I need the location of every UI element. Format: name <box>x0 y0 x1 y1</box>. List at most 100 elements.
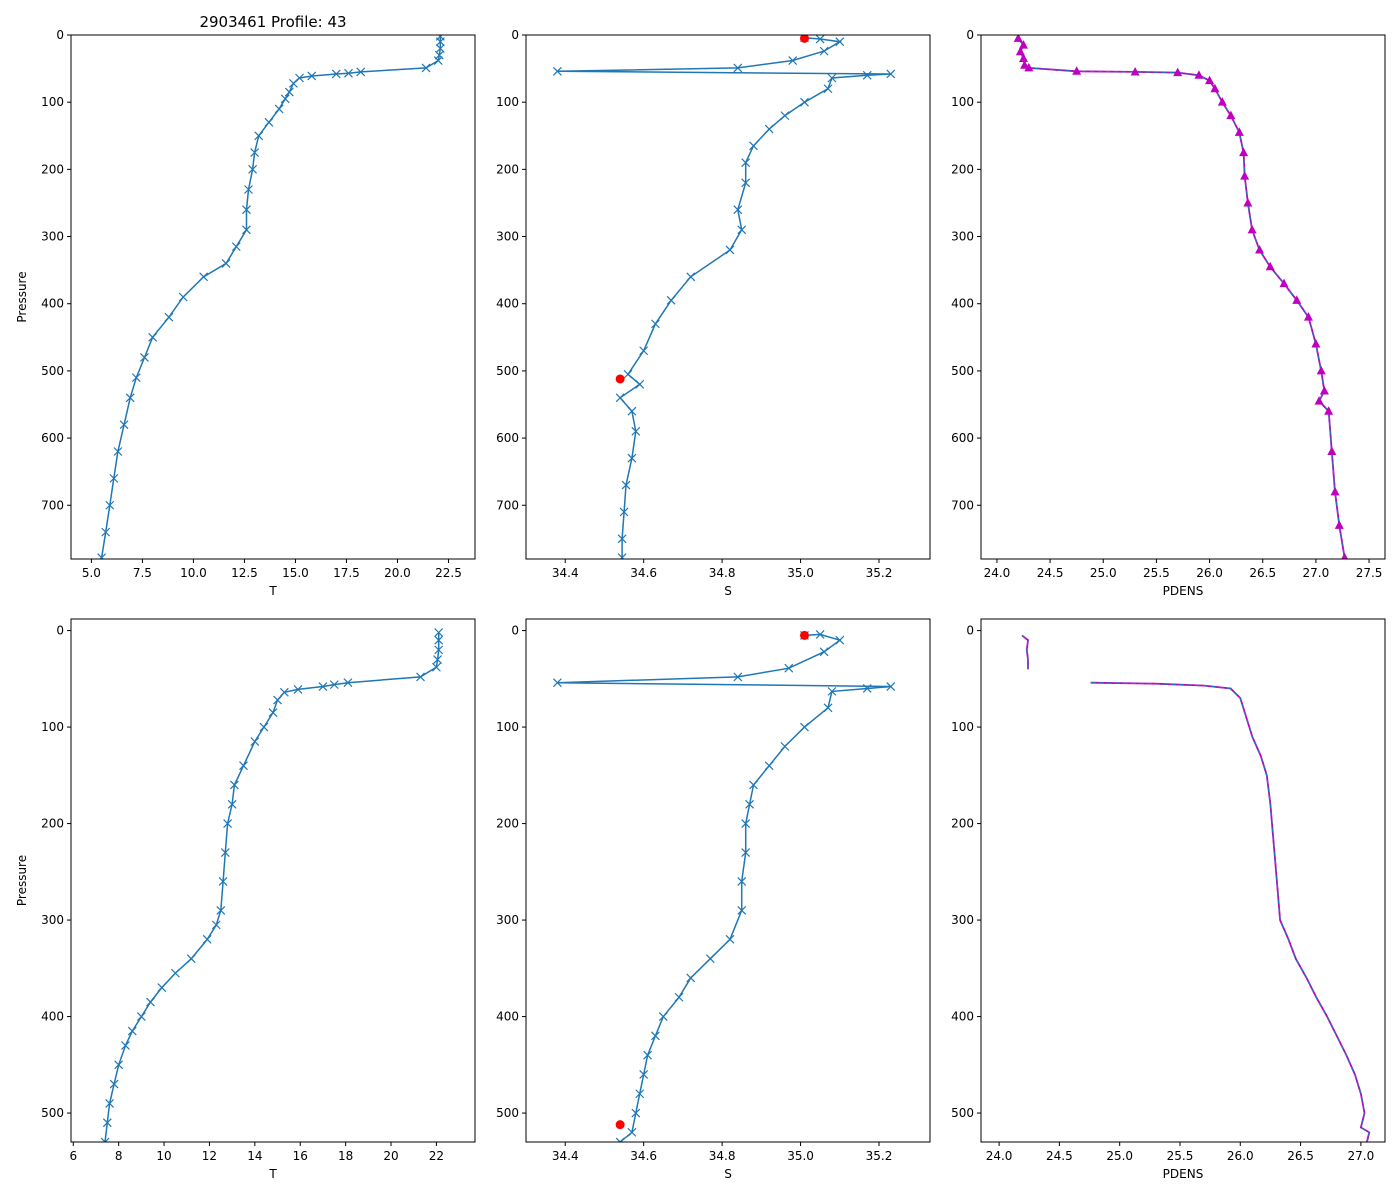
data-point <box>244 185 253 194</box>
y-tick-label: 300 <box>41 230 64 244</box>
y-tick-label: 300 <box>951 913 974 927</box>
data-point <box>1173 67 1183 77</box>
data-point <box>639 1070 649 1079</box>
data-point <box>1013 35 1023 42</box>
data-point <box>800 97 809 107</box>
data-point <box>307 71 317 81</box>
x-axis-label: T <box>268 1167 277 1181</box>
data-point <box>1334 520 1344 529</box>
data-point <box>318 682 328 691</box>
data-point <box>114 1060 124 1070</box>
x-tick-label: 27.0 <box>1303 566 1330 580</box>
data-point <box>784 663 794 673</box>
data-point <box>725 934 735 944</box>
data-point <box>745 799 754 809</box>
y-axis-label: Pressure <box>15 855 29 906</box>
y-tick-label: 200 <box>41 162 64 176</box>
data-point <box>643 1050 653 1060</box>
x-axis-label: T <box>268 584 277 598</box>
data-point <box>686 973 696 983</box>
x-tick-label: 5.0 <box>82 566 101 580</box>
y-tick-label: 200 <box>951 817 974 831</box>
data-point <box>621 480 631 490</box>
y-tick-label: 100 <box>41 95 64 109</box>
series-line-dashed <box>1090 682 1370 1142</box>
data-point <box>827 686 837 696</box>
data-point <box>136 1012 146 1021</box>
y-tick-label: 500 <box>496 1106 519 1120</box>
data-point <box>627 1127 637 1137</box>
data-point <box>343 678 353 688</box>
y-tick-label: 500 <box>951 364 974 378</box>
x-tick-label: 34.8 <box>709 566 736 580</box>
data-point <box>178 292 188 302</box>
data-point <box>627 453 637 463</box>
data-point <box>552 66 562 76</box>
y-tick-label: 200 <box>496 817 519 831</box>
x-tick-label: 25.5 <box>1167 1149 1194 1163</box>
data-point <box>827 73 837 83</box>
data-point <box>109 473 119 483</box>
data-point <box>1020 60 1030 69</box>
data-point <box>815 630 825 639</box>
y-tick-label: 0 <box>511 28 519 42</box>
data-point <box>421 63 431 73</box>
data-point <box>227 799 237 809</box>
x-tick-label: 34.8 <box>709 1149 736 1163</box>
x-tick-label: 35.0 <box>787 566 814 580</box>
data-point <box>148 332 158 342</box>
axes-frame <box>980 34 1386 560</box>
axes-frame <box>980 618 1386 1143</box>
subplot-grid: 5.0 7.5 10.0 12.5 15.0 17.5 20.0 22.50100200300… <box>15 28 1386 1181</box>
x-tick-label: 14 <box>247 1149 262 1163</box>
data-point <box>1319 386 1329 395</box>
y-tick-label: 400 <box>951 1010 974 1024</box>
data-point <box>109 1079 119 1089</box>
data-point <box>862 70 872 80</box>
x-tick-label: 27.5 <box>1356 566 1383 580</box>
data-point <box>146 997 155 1007</box>
y-tick-label: 300 <box>496 230 519 244</box>
y-tick-label: 700 <box>951 498 974 512</box>
data-point <box>121 1041 130 1050</box>
data-point <box>819 647 829 657</box>
x-tick-label: 12.5 <box>231 566 258 580</box>
x-tick-label: 24.0 <box>984 566 1011 580</box>
data-point <box>823 84 833 94</box>
y-tick-label: 100 <box>951 95 974 109</box>
data-point <box>416 672 425 682</box>
y-tick-label: 300 <box>41 913 64 927</box>
data-point <box>1341 552 1348 559</box>
axes-frame <box>70 618 476 1143</box>
data-point <box>639 346 649 356</box>
y-tick-label: 500 <box>41 1106 64 1120</box>
x-tick-label: 8 <box>115 1149 123 1163</box>
highlight-point <box>615 1120 625 1130</box>
y-tick-label: 400 <box>951 297 974 311</box>
subplot-r1c3: 24.0 24.5 25.0 25.5 26.0 26.5 27.0 27.5 0 100 200 3… <box>951 28 1386 598</box>
data-point <box>101 527 111 537</box>
y-tick-label: 500 <box>951 1106 974 1120</box>
figure-title: 2903461 Profile: 43 <box>199 13 346 31</box>
x-tick-label: 7.5 <box>133 566 152 580</box>
x-tick-label: 26.0 <box>1196 566 1223 580</box>
data-point <box>1210 83 1220 93</box>
y-tick-label: 400 <box>41 297 64 311</box>
y-tick-label: 500 <box>41 364 64 378</box>
data-point <box>239 761 248 771</box>
data-point <box>125 393 135 403</box>
data-point <box>220 848 230 857</box>
data-point <box>737 877 747 886</box>
x-axis-label: PDENS <box>1163 584 1204 598</box>
x-tick-label: 26.5 <box>1287 1149 1314 1163</box>
x-tick-label: 18 <box>338 1149 353 1163</box>
x-tick-label: 24.5 <box>1037 566 1064 580</box>
data-point <box>223 819 233 828</box>
data-point <box>749 780 758 790</box>
data-point <box>434 628 444 637</box>
series-line <box>557 633 891 1142</box>
x-axis-label: PDENS <box>1163 1167 1204 1181</box>
x-tick-label: 34.6 <box>630 1149 657 1163</box>
data-point <box>1279 278 1289 288</box>
